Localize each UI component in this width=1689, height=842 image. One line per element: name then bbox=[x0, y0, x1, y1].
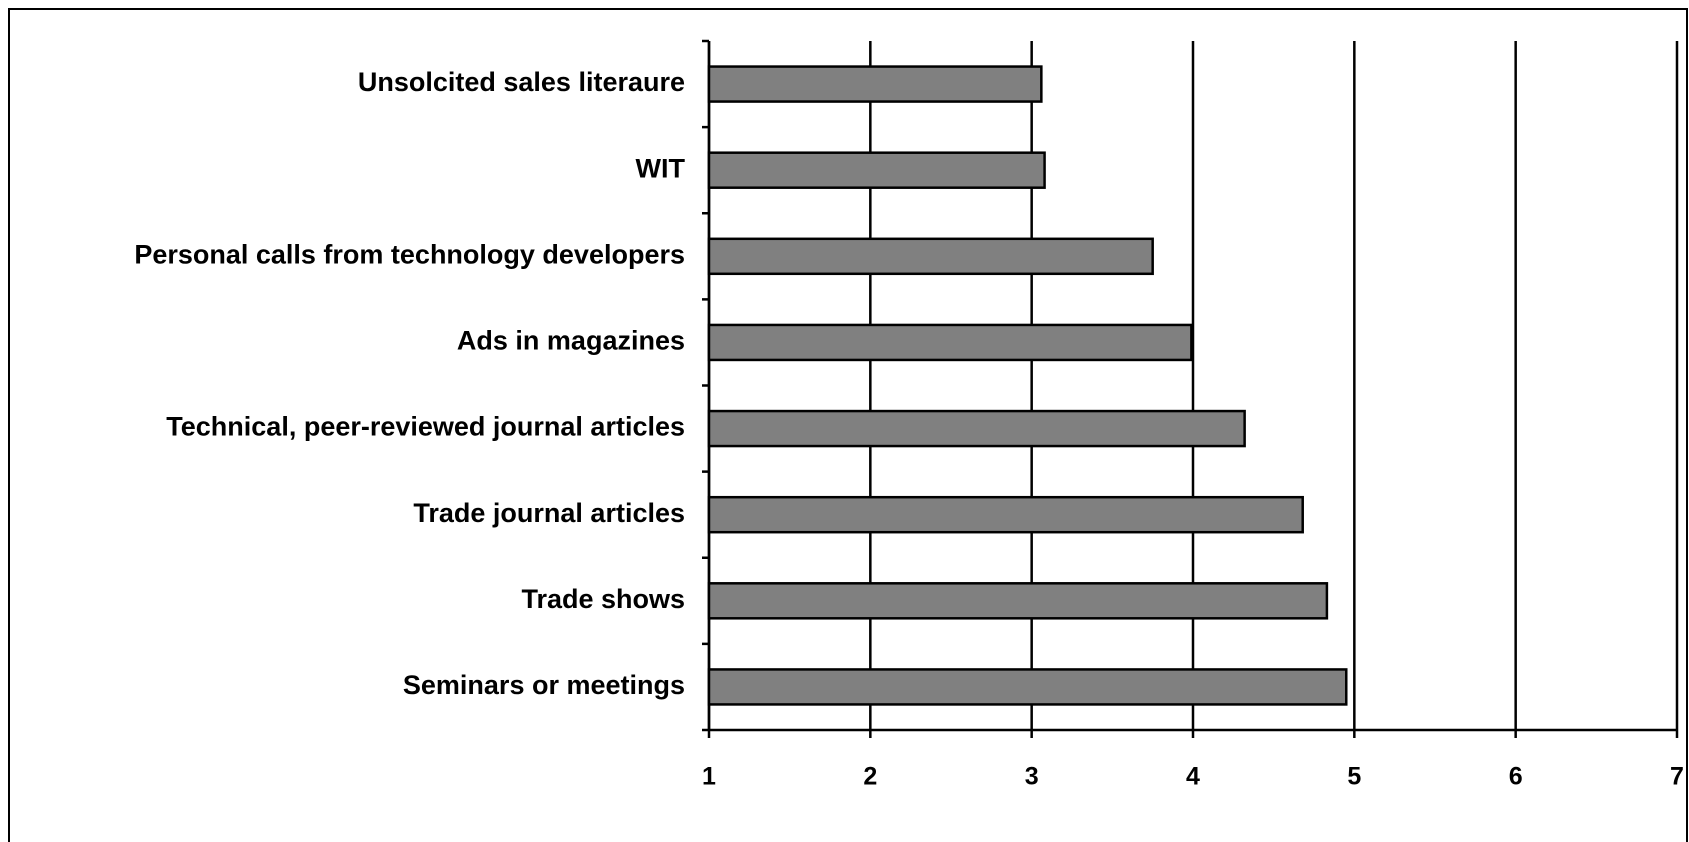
bar bbox=[707, 668, 1348, 706]
bar bbox=[707, 65, 1043, 103]
bar bbox=[707, 409, 1246, 448]
bar bbox=[707, 237, 1154, 276]
bar bbox=[707, 323, 1193, 362]
bar bbox=[707, 151, 1046, 189]
x-tick-label: 2 bbox=[863, 763, 877, 791]
bar bbox=[707, 582, 1329, 620]
x-tick-label: 1 bbox=[702, 763, 716, 791]
y-tick-label: Seminars or meetings bbox=[403, 670, 685, 700]
y-tick-label: Technical, peer-reviewed journal article… bbox=[166, 412, 685, 442]
y-tick-label: Unsolcited sales literaure bbox=[358, 67, 685, 97]
x-tick-label: 5 bbox=[1347, 763, 1361, 791]
chart-frame bbox=[8, 8, 1688, 842]
x-tick-label: 6 bbox=[1509, 763, 1523, 791]
y-tick-label: Trade shows bbox=[521, 584, 685, 614]
x-tick-label: 4 bbox=[1186, 763, 1200, 791]
y-tick-label: WIT bbox=[636, 153, 686, 183]
y-tick-label: Trade journal articles bbox=[413, 498, 685, 528]
x-tick-label: 7 bbox=[1670, 763, 1684, 791]
y-tick-label: Personal calls from technology developer… bbox=[134, 239, 685, 269]
x-tick-label: 3 bbox=[1025, 763, 1039, 791]
y-tick-label: Ads in magazines bbox=[457, 326, 685, 356]
bar bbox=[707, 495, 1304, 534]
